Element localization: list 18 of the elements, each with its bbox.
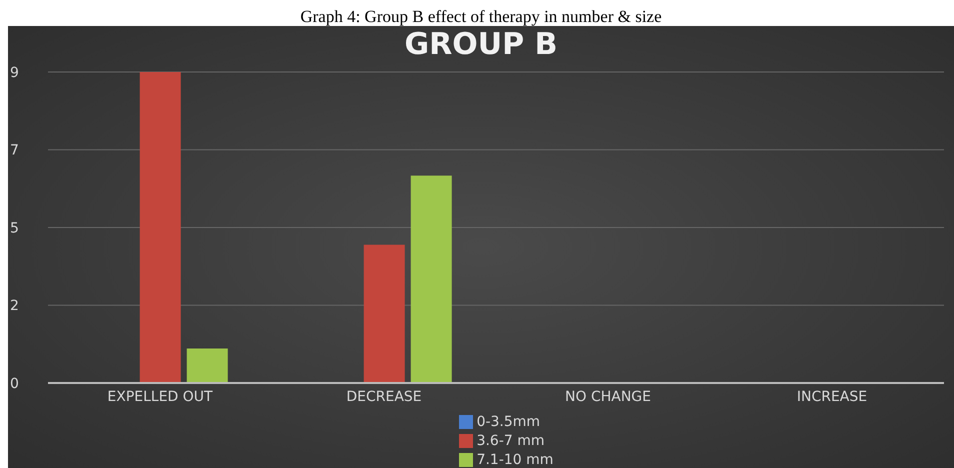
y-tick-label: 5 — [10, 220, 19, 236]
bar — [140, 72, 181, 383]
x-tick-label: NO CHANGE — [565, 388, 651, 405]
bar — [186, 348, 228, 383]
x-tick-label: INCREASE — [796, 388, 868, 405]
bar — [364, 244, 405, 383]
chart-title: GROUP B — [404, 26, 558, 64]
y-tick-label: 2 — [10, 298, 19, 314]
caption: Graph 4: Group B effect of therapy in number & size — [299, 7, 663, 26]
x-tick-label: DECREASE — [346, 388, 422, 405]
legend-label: 0-3.5mm — [476, 414, 540, 430]
x-tick-label: EXPELLED OUT — [107, 388, 214, 405]
bar — [410, 176, 452, 383]
y-tick-label: 7 — [10, 142, 19, 159]
legend-label: 7.1-10 mm — [476, 452, 554, 468]
y-tick-label: 9 — [10, 64, 19, 81]
y-tick-label: 0 — [10, 376, 19, 392]
legend-label: 3.6-7 mm — [476, 433, 545, 449]
